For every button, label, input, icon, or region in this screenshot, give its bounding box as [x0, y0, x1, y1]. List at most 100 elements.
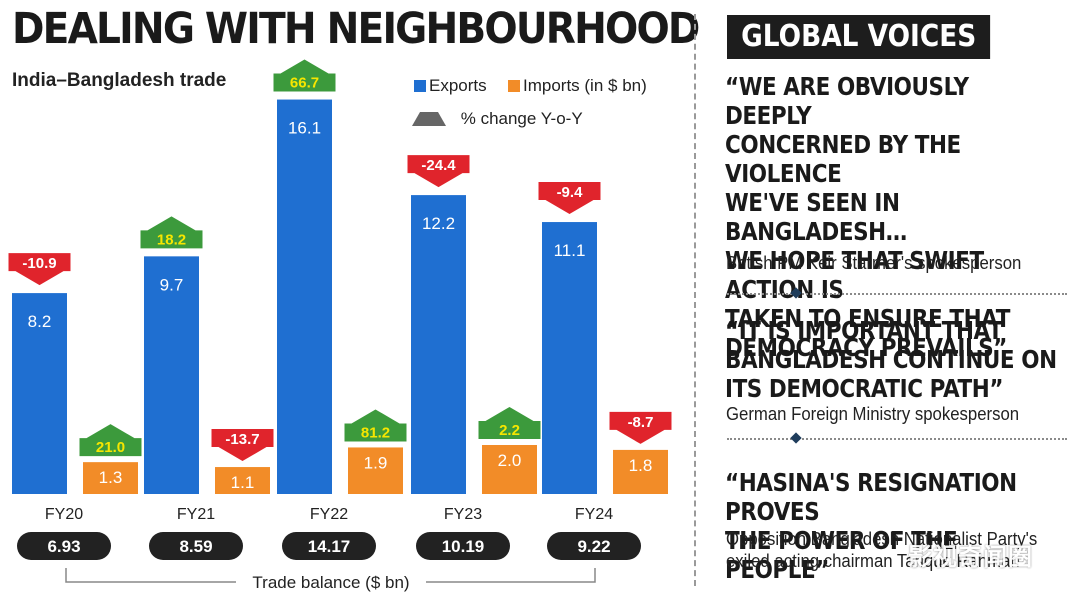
- legend-exports: Exports: [414, 76, 487, 96]
- trade-balance-bracket-left: [65, 568, 236, 583]
- quote-line: CONCERNED BY THE VIOLENCE: [725, 130, 961, 188]
- yoy-up-arrow-icon-imports-0: [79, 424, 142, 457]
- import-bar-FY21: [215, 467, 270, 494]
- quote-line: WE HOPE THAT SWIFT ACTION IS: [725, 246, 984, 304]
- watermark-text: 影视奇闻圈: [908, 543, 1033, 571]
- trade-balance-pill-FY24: [547, 532, 641, 560]
- chart-title: DEALING WITH NEIGHBOURHOOD: [12, 4, 700, 54]
- trade-balance-axis-label: Trade balance ($ bn): [252, 573, 409, 592]
- attribution-line: German Foreign Ministry spokesperson: [726, 404, 1020, 424]
- quote-line: ITS DEMOCRATIC PATH”: [725, 374, 1004, 403]
- yoy-down-arrow-icon-imports-4: [609, 411, 672, 444]
- quote-text-2: “IT IS IMPORTANT THAT BANGLADESH CONTINUE…: [725, 316, 1060, 403]
- quote-text-1: “WE ARE OBVIOUSLY DEEPLY CONCERNED BY THE…: [725, 72, 1060, 362]
- import-bar-FY23: [482, 445, 537, 494]
- legend-imports: Imports (in $ bn): [508, 76, 647, 96]
- quote-attribution-1: British PM Keir Starmer's spokesperson: [726, 252, 1080, 274]
- import-bar-FY24: [613, 449, 668, 494]
- export-yoy-label-FY22: 66.7: [290, 75, 319, 92]
- legend-imports-label: Imports (in $ bn): [523, 76, 647, 95]
- export-bar-FY24: [542, 222, 597, 495]
- yoy-up-arrow-icon-imports-2: [344, 409, 407, 442]
- export-value-label-FY21: 9.7: [160, 275, 184, 294]
- attribution-line: British PM Keir Starmer's spokesperson: [726, 253, 1022, 273]
- x-tick-label-FY21: FY21: [177, 506, 215, 523]
- import-value-label-FY24: 1.8: [629, 456, 653, 475]
- separator-dotted-line: [727, 293, 1067, 295]
- yoy-up-arrow-icon-exports-1: [140, 216, 203, 249]
- import-value-label-FY20: 1.3: [99, 468, 123, 487]
- quote-line: “HASINA'S RESIGNATION PROVES: [725, 468, 1017, 526]
- bar-chart: 8.2 -10.9 1.3 21.0 FY20 6.93 9.7 18.2 1.1 -13.7 FY…: [8, 59, 672, 592]
- legend-yoy-label: % change Y-o-Y: [460, 109, 583, 128]
- export-bar-FY23: [411, 195, 466, 494]
- quote-line: “IT IS IMPORTANT THAT: [725, 316, 1003, 345]
- import-bar-FY22: [348, 447, 403, 494]
- yoy-down-arrow-icon-exports-4: [538, 182, 601, 215]
- yoy-down-arrow-icon-exports-3: [407, 155, 470, 188]
- trade-balance-pill-FY21: [149, 532, 243, 560]
- x-tick-label-FY24: FY24: [575, 506, 613, 523]
- quote-separator: [727, 432, 1067, 445]
- legend-yoy: % change Y-o-Y: [412, 109, 583, 129]
- quote-line: BANGLADESH CONTINUE ON: [725, 345, 1057, 374]
- export-bar-FY20: [12, 293, 67, 494]
- export-yoy-label-FY21: 18.2: [157, 231, 186, 248]
- export-value-label-FY23: 12.2: [422, 214, 455, 233]
- trade-balance-value-FY21: 8.59: [179, 537, 212, 556]
- import-value-label-FY22: 1.9: [364, 453, 388, 472]
- yoy-down-arrow-icon-imports-1: [211, 429, 274, 462]
- trade-balance-pill-FY20: [17, 532, 111, 560]
- trade-balance-pill-FY23: [416, 532, 510, 560]
- trade-balance-bracket-right: [426, 568, 596, 583]
- import-yoy-label-FY22: 81.2: [361, 424, 390, 441]
- export-value-label-FY24: 11.1: [554, 241, 586, 260]
- trade-balance-value-FY22: 14.17: [308, 537, 351, 556]
- yoy-up-arrow-icon-imports-3: [478, 407, 541, 439]
- import-yoy-label-FY21: -13.7: [225, 431, 259, 448]
- export-yoy-label-FY20: -10.9: [22, 255, 56, 272]
- yoy-up-arrow-icon-exports-2: [273, 59, 336, 92]
- trade-balance-pill-FY22: [282, 532, 376, 560]
- export-yoy-label-FY24: -9.4: [557, 184, 584, 201]
- import-bar-FY20: [83, 462, 138, 494]
- export-bar-FY22: [277, 99, 332, 495]
- export-value-label-FY20: 8.2: [28, 312, 52, 331]
- trade-balance-value-FY24: 9.22: [577, 537, 610, 556]
- import-value-label-FY21: 1.1: [231, 473, 255, 492]
- chart-subtitle: India–Bangladesh trade: [12, 70, 227, 91]
- quote-attribution-3: Opposition Bangladesh Nationalist Party'…: [726, 528, 1080, 572]
- x-tick-label-FY20: FY20: [45, 506, 83, 523]
- import-yoy-label-FY23: 2.2: [499, 422, 520, 439]
- quote-line: “WE ARE OBVIOUSLY DEEPLY: [725, 72, 969, 130]
- yoy-down-arrow-icon-exports-0: [8, 253, 71, 286]
- diamond-icon: [790, 432, 802, 444]
- diamond-icon: [790, 287, 802, 299]
- import-yoy-label-FY20: 21.0: [96, 439, 125, 456]
- export-yoy-label-FY23: -24.4: [421, 157, 456, 174]
- global-voices-heading: GLOBAL VOICES: [727, 15, 991, 59]
- attribution-line: exiled acting chairman Tarique Rahman: [726, 551, 1020, 571]
- x-tick-label-FY23: FY23: [444, 506, 482, 523]
- quote-attribution-2: German Foreign Ministry spokesperson: [726, 403, 1080, 425]
- legend-exports-swatch: [414, 80, 426, 92]
- quote-line: DEMOCRACY PREVAILS”: [725, 333, 1007, 362]
- import-value-label-FY23: 2.0: [498, 451, 522, 470]
- legend-imports-swatch: [508, 80, 520, 92]
- quote-line: WE'VE SEEN IN BANGLADESH…: [725, 188, 907, 246]
- legend-yoy-arrow-icon: [412, 112, 446, 126]
- quote-line: TAKEN TO ENSURE THAT: [725, 304, 1010, 333]
- export-value-label-FY22: 16.1: [288, 119, 321, 138]
- import-yoy-label-FY24: -8.7: [628, 414, 654, 431]
- attribution-line: Opposition Bangladesh Nationalist Party'…: [726, 529, 1038, 549]
- export-bar-FY21: [144, 256, 199, 494]
- x-tick-label-FY22: FY22: [310, 506, 348, 523]
- quote-line: THE POWER OF THE PEOPLE”: [725, 526, 958, 584]
- separator-dotted-line: [727, 438, 1067, 440]
- trade-balance-value-FY20: 6.93: [47, 537, 80, 556]
- quote-separator: [727, 287, 1067, 300]
- legend-exports-label: Exports: [429, 76, 487, 95]
- quote-text-3: “HASINA'S RESIGNATION PROVES THE POWER OF…: [725, 468, 1060, 584]
- column-divider: [694, 14, 696, 586]
- trade-balance-value-FY23: 10.19: [442, 537, 485, 556]
